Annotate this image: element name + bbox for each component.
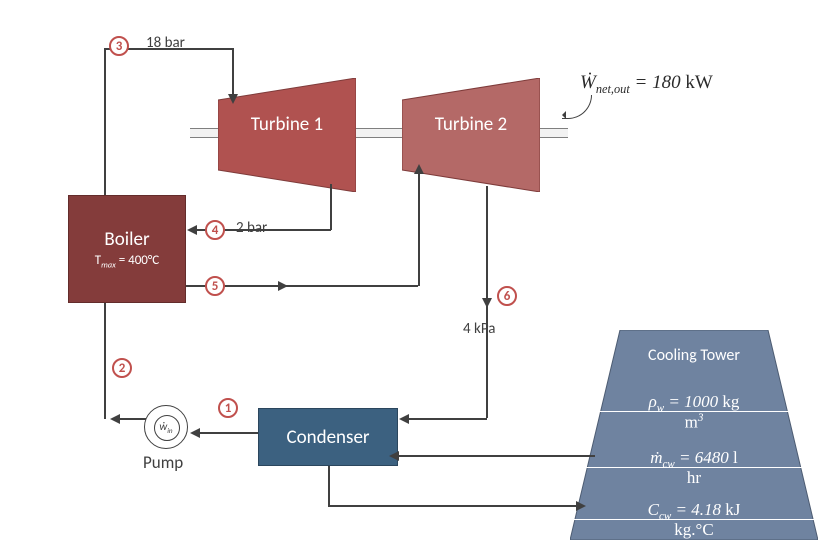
rankine-cycle-diagram: Turbine 1 Turbine 2 Boiler Tmax = 400°C … xyxy=(0,0,833,554)
cooling-tower-mdot: ṁcw = 6480 lhr xyxy=(570,448,818,488)
condenser: Condenser xyxy=(258,408,398,466)
cooling-tower: Cooling Tower ρw = 1000 kgm3 ṁcw = 6480 … xyxy=(570,330,818,540)
state-point-3-pressure: 18 bar xyxy=(146,34,185,52)
state-point-4-pressure: 2 bar xyxy=(236,219,267,237)
boiler-tmax: Tmax = 400°C xyxy=(95,253,159,268)
cooling-tower-c: Ccw = 4.18 kJkg.°C xyxy=(570,500,818,540)
shaft xyxy=(538,128,568,138)
state-point-1: 1 xyxy=(218,398,238,418)
state-point-6: 6 xyxy=(497,286,517,306)
turbine-2-label: Turbine 2 xyxy=(435,113,507,136)
state-point-3: 3 xyxy=(109,36,129,56)
pump: ẇin xyxy=(144,405,188,449)
turbine-2: Turbine 2 xyxy=(402,78,540,192)
state-point-2: 2 xyxy=(112,358,132,378)
cooling-tower-title: Cooling Tower xyxy=(570,346,818,365)
pump-label: Pump xyxy=(143,452,183,473)
cooling-tower-rho: ρw = 1000 kgm3 xyxy=(570,392,818,433)
boiler: Boiler Tmax = 400°C xyxy=(68,195,186,303)
state-point-4: 4 xyxy=(205,220,225,240)
turbine-1: Turbine 1 xyxy=(218,78,356,192)
shaft xyxy=(354,128,404,138)
condenser-label: Condenser xyxy=(286,426,369,449)
turbine-1-label: Turbine 1 xyxy=(251,113,323,136)
pump-win-label: ẇin xyxy=(145,420,187,435)
state-point-5: 5 xyxy=(205,276,225,296)
state-point-6-pressure: 4 kPa xyxy=(463,320,495,338)
boiler-title: Boiler xyxy=(104,228,149,251)
wnet-label: Ẇnet,out = 180 kW xyxy=(580,72,713,97)
wnet-arrow-icon xyxy=(562,95,592,119)
shaft xyxy=(190,128,220,138)
